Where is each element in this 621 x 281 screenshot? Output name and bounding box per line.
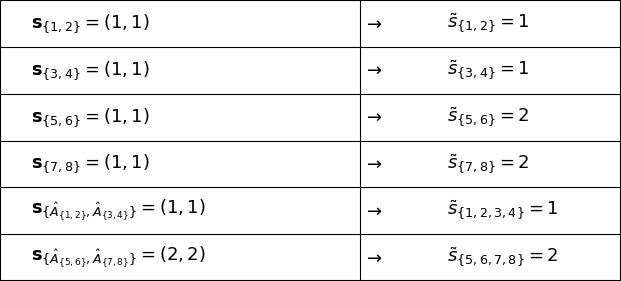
Text: $\rightarrow$: $\rightarrow$ — [363, 155, 383, 173]
Text: $\rightarrow$: $\rightarrow$ — [363, 108, 383, 126]
Text: $\tilde{s}_{\{1,2\}} = 1$: $\tilde{s}_{\{1,2\}} = 1$ — [447, 12, 530, 35]
Text: $\tilde{s}_{\{5,6,7,8\}} = 2$: $\tilde{s}_{\{5,6,7,8\}} = 2$ — [447, 246, 558, 269]
Text: $\mathbf{s}_{\{\hat{A}_{\{1,2\}},\hat{A}_{\{3,4\}}\}} = (1, 1)$: $\mathbf{s}_{\{\hat{A}_{\{1,2\}},\hat{A}… — [31, 198, 206, 223]
Text: $\mathbf{s}_{\{7,8\}} = (1, 1)$: $\mathbf{s}_{\{7,8\}} = (1, 1)$ — [31, 153, 150, 175]
Text: $\mathbf{s}_{\{5,6\}} = (1, 1)$: $\mathbf{s}_{\{5,6\}} = (1, 1)$ — [31, 106, 150, 128]
Text: $\mathbf{s}_{\{\hat{A}_{\{5,6\}},\hat{A}_{\{7,8\}}\}} = (2, 2)$: $\mathbf{s}_{\{\hat{A}_{\{5,6\}},\hat{A}… — [31, 245, 206, 270]
Text: $\mathbf{s}_{\{1,2\}} = (1, 1)$: $\mathbf{s}_{\{1,2\}} = (1, 1)$ — [31, 12, 150, 35]
Text: $\tilde{s}_{\{1,2,3,4\}} = 1$: $\tilde{s}_{\{1,2,3,4\}} = 1$ — [447, 199, 558, 222]
Text: $\rightarrow$: $\rightarrow$ — [363, 202, 383, 220]
Text: $\rightarrow$: $\rightarrow$ — [363, 14, 383, 32]
Text: $\tilde{s}_{\{3,4\}} = 1$: $\tilde{s}_{\{3,4\}} = 1$ — [447, 59, 530, 82]
Text: $\rightarrow$: $\rightarrow$ — [363, 249, 383, 267]
Text: $\tilde{s}_{\{5,6\}} = 2$: $\tilde{s}_{\{5,6\}} = 2$ — [447, 105, 530, 129]
Text: $\rightarrow$: $\rightarrow$ — [363, 61, 383, 79]
Text: $\tilde{s}_{\{7,8\}} = 2$: $\tilde{s}_{\{7,8\}} = 2$ — [447, 152, 530, 176]
Text: $\mathbf{s}_{\{3,4\}} = (1, 1)$: $\mathbf{s}_{\{3,4\}} = (1, 1)$ — [31, 59, 150, 82]
